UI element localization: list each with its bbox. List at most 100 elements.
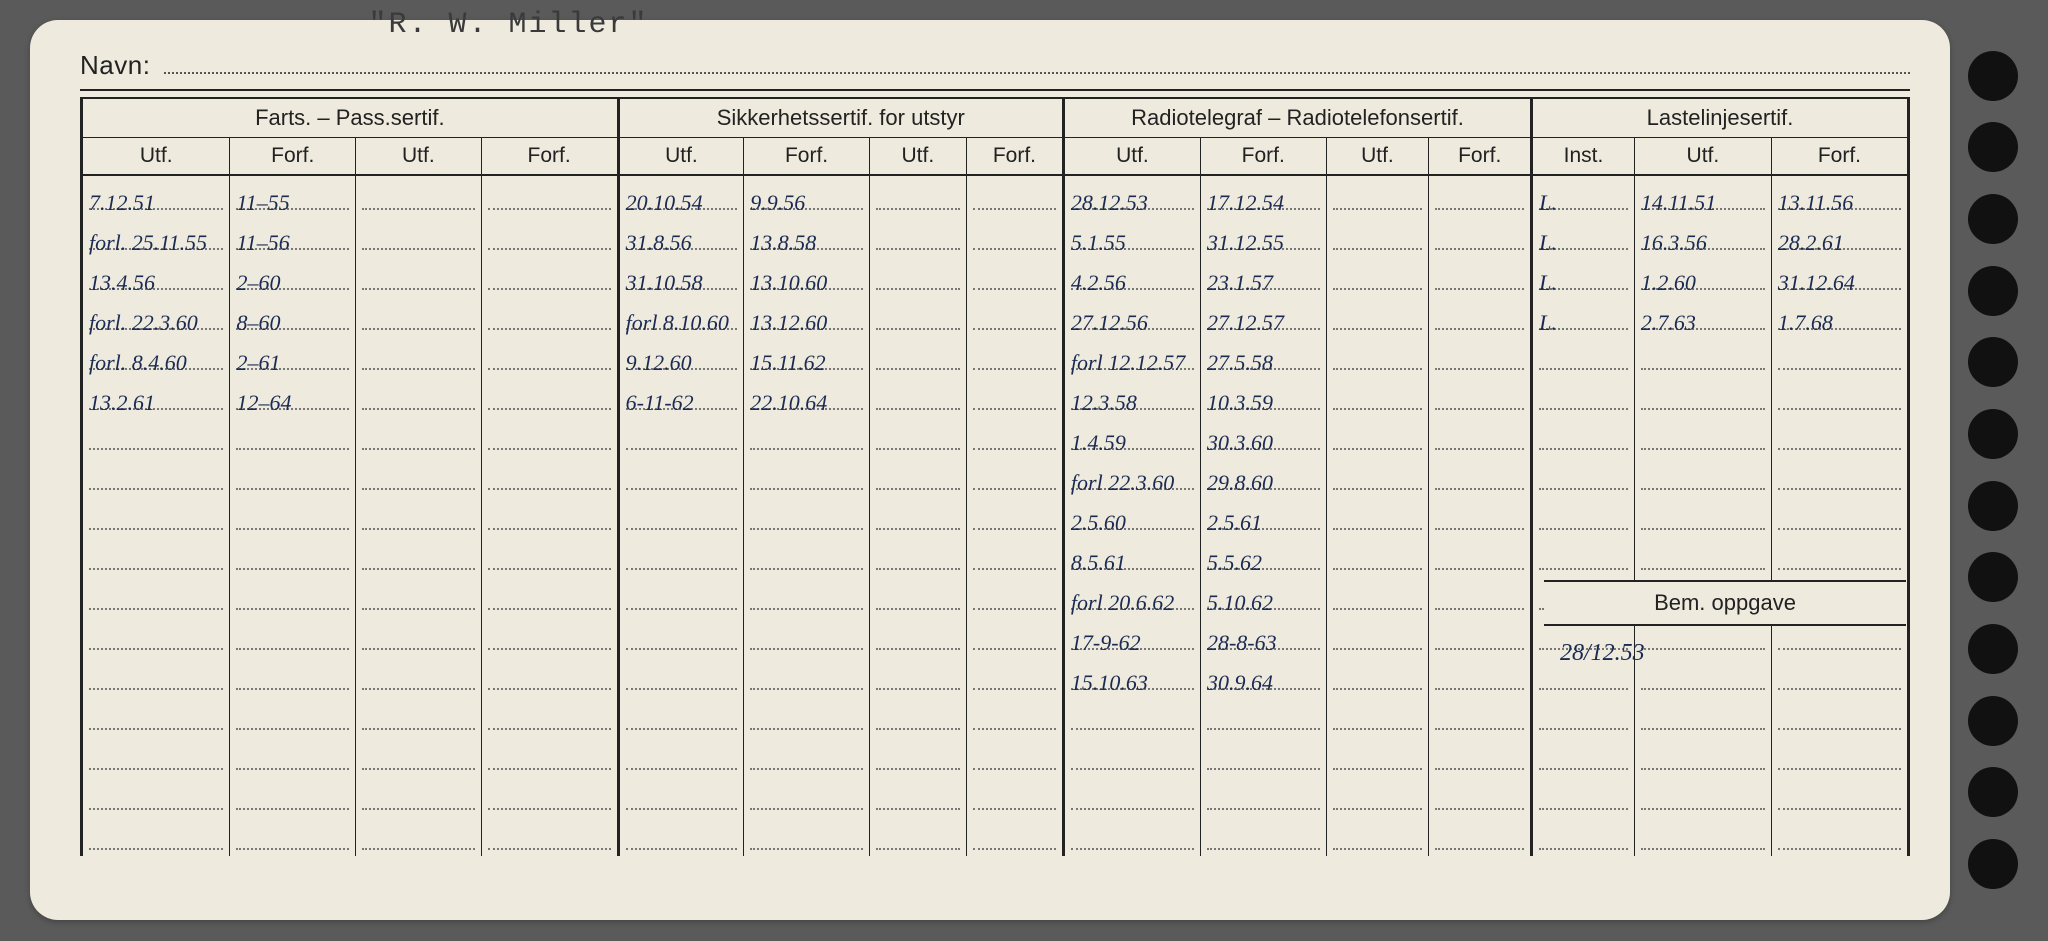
- punch-hole-icon: [1968, 409, 2018, 459]
- table-cell: 7.12.51: [82, 175, 230, 216]
- table-cell: [744, 416, 870, 456]
- table-cell: [1200, 776, 1326, 816]
- cell-value: 29.8.60: [1207, 470, 1273, 495]
- table-cell: 2–61: [230, 336, 356, 376]
- table-cell: [1532, 456, 1635, 496]
- punch-hole-icon: [1968, 51, 2018, 101]
- cell-value: L.: [1539, 190, 1557, 215]
- table-cell: [1771, 536, 1908, 576]
- table-cell: [1634, 816, 1771, 856]
- table-row: forl. 22.3.60 8–60 forl 8.10.6013.12.60 27.…: [82, 296, 1909, 336]
- table-cell: 8.5.61: [1063, 536, 1200, 576]
- table-cell: 20.10.54: [618, 175, 744, 216]
- table-cell: [82, 536, 230, 576]
- table-cell: [82, 616, 230, 656]
- table-cell: [1429, 175, 1532, 216]
- table-cell: 31.12.64: [1771, 256, 1908, 296]
- table-cell: 16.3.56: [1634, 216, 1771, 256]
- table-cell: 27.12.56: [1063, 296, 1200, 336]
- table-cell: [356, 696, 482, 736]
- table-cell: [1532, 496, 1635, 536]
- table-cell: [869, 175, 966, 216]
- table-cell: [1063, 816, 1200, 856]
- table-cell: [1326, 456, 1429, 496]
- cell-value: L.: [1539, 230, 1557, 255]
- table-cell: [1771, 416, 1908, 456]
- h-forf: Forf.: [1429, 138, 1532, 176]
- punch-hole-icon: [1968, 624, 2018, 674]
- table-cell: [618, 736, 744, 776]
- navn-typed: mt. "Storheim" "R. W. Miller": [168, 0, 648, 76]
- table-cell: 17-9-62: [1063, 616, 1200, 656]
- table-cell: [744, 536, 870, 576]
- table-cell: [1429, 496, 1532, 536]
- sec-radio-text: Radiotelegraf – Radiotelefonsertif.: [1131, 105, 1464, 130]
- cell-value: 8–60: [236, 310, 280, 335]
- table-cell: 30.3.60: [1200, 416, 1326, 456]
- table-cell: [1634, 496, 1771, 536]
- table-cell: 5.10.62: [1200, 576, 1326, 616]
- table-cell: [1634, 736, 1771, 776]
- cell-value: forl. 8.4.60: [89, 350, 187, 375]
- table-cell: 31.8.56: [618, 216, 744, 256]
- table-cell: [966, 376, 1063, 416]
- table-cell: forl. 25.11.55: [82, 216, 230, 256]
- cell-value: 27.5.58: [1207, 350, 1273, 375]
- table-cell: [1532, 736, 1635, 776]
- punch-hole-icon: [1968, 337, 2018, 387]
- page: Navn: mt. "Storheim" "R. W. Miller" Fart…: [0, 0, 2048, 940]
- table-cell: 13.12.60: [744, 296, 870, 336]
- cell-value: 20.10.54: [626, 190, 703, 215]
- cell-value: 16.3.56: [1641, 230, 1707, 255]
- table-cell: L.: [1532, 256, 1635, 296]
- table-cell: [744, 496, 870, 536]
- table-cell: [230, 496, 356, 536]
- table-cell: [744, 456, 870, 496]
- table-cell: [1326, 536, 1429, 576]
- table-cell: [1532, 816, 1635, 856]
- cell-value: 1.4.59: [1071, 430, 1126, 455]
- table-cell: [618, 816, 744, 856]
- table-cell: [356, 496, 482, 536]
- table-cell: [966, 576, 1063, 616]
- table-cell: [744, 696, 870, 736]
- table-cell: 15.11.62: [744, 336, 870, 376]
- table-cell: 9.9.56: [744, 175, 870, 216]
- cell-value: forl. 25.11.55: [89, 230, 207, 255]
- table-cell: [230, 656, 356, 696]
- table-cell: 9.12.60: [618, 336, 744, 376]
- table-cell: forl 8.10.60: [618, 296, 744, 336]
- table-cell: [1634, 536, 1771, 576]
- table-cell: [1634, 456, 1771, 496]
- table-cell: [1200, 736, 1326, 776]
- table-cell: [1771, 456, 1908, 496]
- table-cell: [356, 816, 482, 856]
- cell-value: 15.10.63: [1071, 670, 1148, 695]
- table-cell: [1634, 376, 1771, 416]
- table-cell: [744, 616, 870, 656]
- cell-value: 9.9.56: [750, 190, 805, 215]
- table-cell: [1326, 616, 1429, 656]
- table-cell: 12.3.58: [1063, 376, 1200, 416]
- table-cell: forl 12.12.57: [1063, 336, 1200, 376]
- table-cell: [1200, 816, 1326, 856]
- table-cell: [1063, 776, 1200, 816]
- table-row: 7.12.5111–5520.10.549.9.5628.12.5317.12.…: [82, 175, 1909, 216]
- cell-value: 15.11.62: [750, 350, 825, 375]
- table-cell: [230, 696, 356, 736]
- table-cell: 31.12.55: [1200, 216, 1326, 256]
- table-cell: [481, 296, 618, 336]
- table-cell: 2.5.60: [1063, 496, 1200, 536]
- punch-hole-icon: [1968, 481, 2018, 531]
- table-cell: [1634, 776, 1771, 816]
- cell-value: 2–60: [236, 270, 280, 295]
- punch-hole-icon: [1968, 194, 2018, 244]
- cell-value: forl 22.3.60: [1071, 470, 1174, 495]
- cell-value: 9.12.60: [626, 350, 692, 375]
- table-cell: 23.1.57: [1200, 256, 1326, 296]
- cell-value: 28.2.61: [1778, 230, 1844, 255]
- table-cell: 27.5.58: [1200, 336, 1326, 376]
- cell-value: forl. 22.3.60: [89, 310, 198, 335]
- cell-value: 11–56: [236, 230, 289, 255]
- table-cell: [230, 456, 356, 496]
